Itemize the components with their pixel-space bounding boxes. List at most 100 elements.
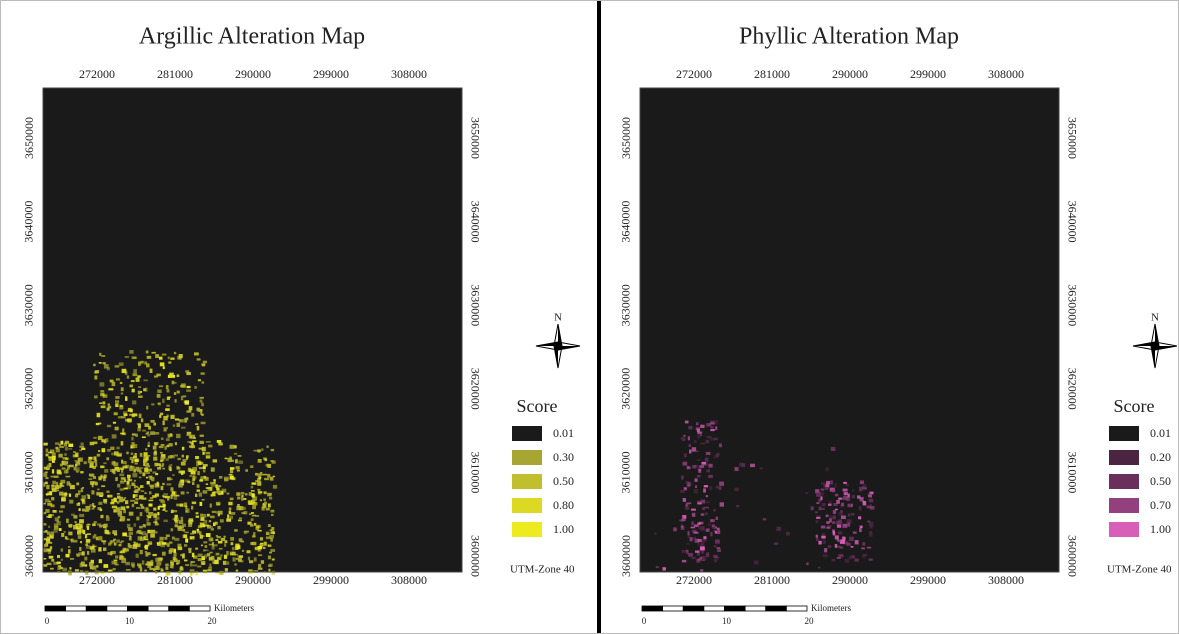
alteration-pixel [704, 506, 709, 509]
alteration-pixel [202, 464, 208, 467]
alteration-pixel [103, 477, 106, 482]
alteration-pixel [100, 514, 104, 519]
alteration-pixel [854, 540, 859, 545]
alteration-pixel [162, 495, 167, 498]
alteration-pixel [188, 547, 192, 551]
alteration-pixel [150, 419, 155, 423]
alteration-pixel [217, 525, 221, 530]
alteration-pixel [696, 551, 700, 556]
alteration-pixel [106, 515, 109, 518]
alteration-pixel [271, 558, 275, 561]
alteration-pixel [144, 423, 150, 427]
alteration-pixel [128, 527, 133, 531]
alteration-pixel [93, 456, 96, 460]
alteration-pixel [195, 547, 199, 550]
legend-swatch [512, 450, 542, 465]
alteration-pixel [97, 507, 101, 511]
alteration-pixel [271, 570, 276, 575]
scale-segment [106, 605, 128, 612]
alteration-pixel [118, 514, 121, 517]
scale-segment [785, 605, 808, 612]
alteration-pixel [212, 459, 218, 463]
alteration-pixel [59, 567, 63, 570]
alteration-pixel [673, 527, 677, 532]
alteration-pixel [111, 434, 117, 439]
alteration-pixel [75, 523, 81, 526]
alteration-pixel [152, 495, 157, 498]
alteration-pixel [816, 492, 821, 497]
alteration-pixel [711, 524, 715, 528]
scale-unit: Kilometers [214, 603, 254, 613]
alteration-pixel [210, 483, 216, 487]
alteration-pixel [206, 553, 211, 557]
alteration-pixel [181, 482, 185, 486]
alteration-pixel [70, 558, 75, 560]
alteration-pixel [866, 505, 871, 509]
alteration-pixel [159, 356, 163, 360]
alteration-pixel [155, 557, 160, 562]
alteration-pixel [183, 502, 188, 507]
alteration-pixel [53, 475, 59, 478]
alteration-pixel [153, 507, 157, 511]
alteration-pixel [107, 448, 111, 452]
alteration-pixel [111, 452, 114, 456]
alteration-pixel [250, 524, 254, 527]
alteration-pixel [157, 512, 160, 516]
scale-tick-label: 10 [125, 616, 135, 626]
alteration-pixel [846, 541, 849, 543]
alteration-pixel [80, 471, 84, 474]
alteration-pixel [88, 478, 93, 480]
alteration-pixel [146, 552, 151, 556]
alteration-pixel [249, 560, 254, 564]
alteration-pixel [696, 459, 701, 461]
alteration-pixel [703, 488, 706, 493]
legend-label: 1.00 [553, 522, 574, 536]
alteration-pixel [176, 503, 180, 507]
alteration-pixel [691, 521, 694, 526]
alteration-pixel [816, 502, 820, 504]
x-tick-label-bottom: 290000 [832, 573, 868, 587]
alteration-pixel [859, 525, 863, 529]
alteration-pixel [47, 503, 53, 506]
alteration-pixel [239, 506, 244, 511]
alteration-pixel [156, 463, 161, 466]
alteration-pixel [267, 473, 271, 478]
y-tick-label-left: 3610000 [22, 451, 36, 493]
alteration-pixel [223, 535, 226, 538]
alteration-pixel [119, 554, 123, 559]
alteration-pixel [120, 441, 124, 446]
alteration-pixel [820, 496, 823, 501]
alteration-pixel [94, 375, 98, 380]
alteration-pixel [199, 478, 204, 482]
alteration-pixel [191, 412, 195, 417]
alteration-pixel [85, 541, 90, 544]
alteration-pixel [142, 524, 146, 528]
alteration-pixel [177, 546, 183, 551]
alteration-pixel [161, 353, 167, 356]
alteration-pixel [253, 532, 256, 537]
alteration-pixel [209, 486, 213, 491]
alteration-pixel [172, 556, 177, 560]
alteration-pixel [51, 452, 56, 457]
alteration-pixel [179, 480, 182, 486]
alteration-pixel [106, 490, 110, 493]
alteration-pixel [708, 463, 713, 468]
alteration-pixel [173, 552, 177, 557]
alteration-pixel [167, 455, 173, 459]
alteration-pixel [123, 413, 128, 417]
alteration-pixel [167, 477, 171, 481]
alteration-pixel [43, 538, 48, 541]
alteration-pixel [868, 498, 874, 503]
alteration-pixel [186, 410, 192, 413]
alteration-pixel [172, 424, 176, 427]
alteration-pixel [224, 543, 227, 547]
alteration-pixel [145, 387, 148, 392]
alteration-pixel [196, 528, 200, 532]
alteration-pixel [689, 537, 693, 542]
alteration-pixel [121, 368, 127, 374]
alteration-pixel [137, 427, 141, 432]
alteration-pixel [157, 557, 163, 562]
alteration-pixel [257, 488, 261, 491]
alteration-pixel [43, 523, 47, 526]
alteration-pixel [137, 487, 141, 491]
